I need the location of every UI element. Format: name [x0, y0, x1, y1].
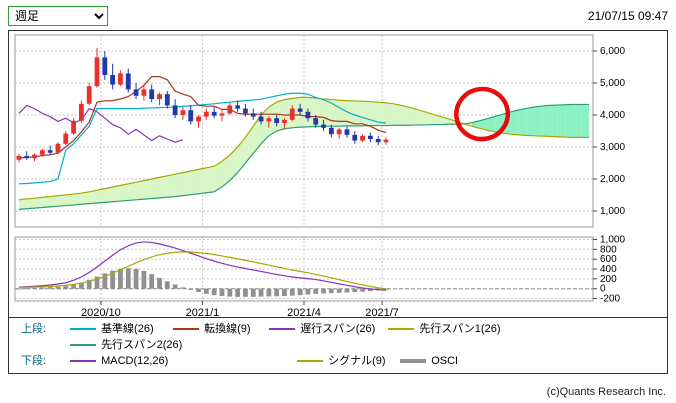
- svg-text:2021/7: 2021/7: [365, 307, 399, 317]
- svg-text:1,000: 1,000: [600, 234, 625, 245]
- legend-item-chikou: 遅行スパン(26): [269, 321, 385, 337]
- legend-item-osci: OSCI: [400, 353, 458, 369]
- svg-text:400: 400: [600, 264, 617, 275]
- chart-legend: 上段: 基準線(26) 転換線(9) 遅行スパン(26) 先行スパン1(26) …: [9, 317, 667, 373]
- svg-text:1,000: 1,000: [600, 206, 625, 217]
- legend-label: 転換線(9): [204, 323, 251, 335]
- signal-line-swatch: [297, 360, 324, 363]
- tenkan-line-swatch: [173, 328, 200, 331]
- macd-line-swatch: [70, 360, 97, 363]
- legend-label: シグナル(9): [328, 355, 386, 367]
- legend-label: 遅行スパン(26): [300, 323, 376, 335]
- svg-text:2021/4: 2021/4: [287, 307, 321, 317]
- legend-item-signal: シグナル(9): [297, 353, 397, 369]
- legend-lower-label: 下段:: [21, 355, 47, 367]
- senko1-line-swatch: [388, 328, 415, 331]
- svg-text:200: 200: [600, 274, 617, 285]
- svg-text:4,000: 4,000: [600, 110, 625, 121]
- svg-text:6,000: 6,000: [600, 46, 625, 57]
- legend-item-senko1: 先行スパン1(26): [388, 321, 500, 337]
- chart-plot-area: 1,000 2,000 3,000 4,000 5,000 6,000 2020/10 202…: [14, 34, 625, 317]
- timestamp: 21/07/15 09:47: [587, 9, 668, 23]
- annotation-layer: [454, 86, 511, 142]
- senko2-line-swatch: [70, 344, 97, 347]
- svg-text:2021/1: 2021/1: [186, 307, 220, 317]
- legend-label: 先行スパン2(26): [101, 339, 183, 351]
- timeframe-select[interactable]: 週足: [8, 6, 108, 26]
- legend-item-tenkan: 転換線(9): [173, 321, 266, 337]
- main-price-panel: [14, 34, 594, 228]
- chikou-line-swatch: [269, 328, 296, 331]
- legend-upper-row-1: 上段: 基準線(26) 転換線(9) 遅行スパン(26) 先行スパン1(26): [21, 321, 667, 337]
- svg-text:0: 0: [600, 284, 606, 295]
- legend-item-kijun: 基準線(26): [70, 321, 170, 337]
- copyright-text: (c)Quants Research Inc.: [546, 386, 666, 398]
- legend-label: 基準線(26): [101, 323, 154, 335]
- svg-text:600: 600: [600, 254, 617, 265]
- macd-panel: [14, 236, 594, 302]
- legend-label: OSCI: [431, 355, 459, 367]
- legend-upper-row-2: 先行スパン2(26): [21, 337, 667, 353]
- osci-bar-swatch: [400, 359, 427, 364]
- legend-label: MACD(12,26): [101, 355, 169, 367]
- toolbar: 週足 21/07/15 09:47: [0, 0, 676, 30]
- kijun-line-swatch: [70, 328, 97, 331]
- svg-text:2,000: 2,000: [600, 174, 625, 185]
- legend-upper-label: 上段:: [21, 323, 47, 335]
- legend-item-macd: MACD(12,26): [70, 353, 294, 369]
- svg-text:-200: -200: [600, 294, 620, 305]
- legend-label: 先行スパン1(26): [419, 323, 501, 335]
- svg-text:2020/10: 2020/10: [81, 307, 121, 317]
- svg-text:800: 800: [600, 244, 617, 255]
- svg-text:3,000: 3,000: [600, 142, 625, 153]
- svg-text:5,000: 5,000: [600, 78, 625, 89]
- axes-labels: 1,000 2,000 3,000 4,000 5,000 6,000 2020/10 202…: [81, 46, 625, 317]
- legend-lower-row: 下段: MACD(12,26) シグナル(9) OSCI: [21, 353, 667, 369]
- hand-drawn-circle: [454, 86, 511, 142]
- legend-item-senko2: 先行スパン2(26): [70, 337, 182, 353]
- chart-frame: 1,000 2,000 3,000 4,000 5,000 6,000 2020/10 202…: [8, 30, 668, 374]
